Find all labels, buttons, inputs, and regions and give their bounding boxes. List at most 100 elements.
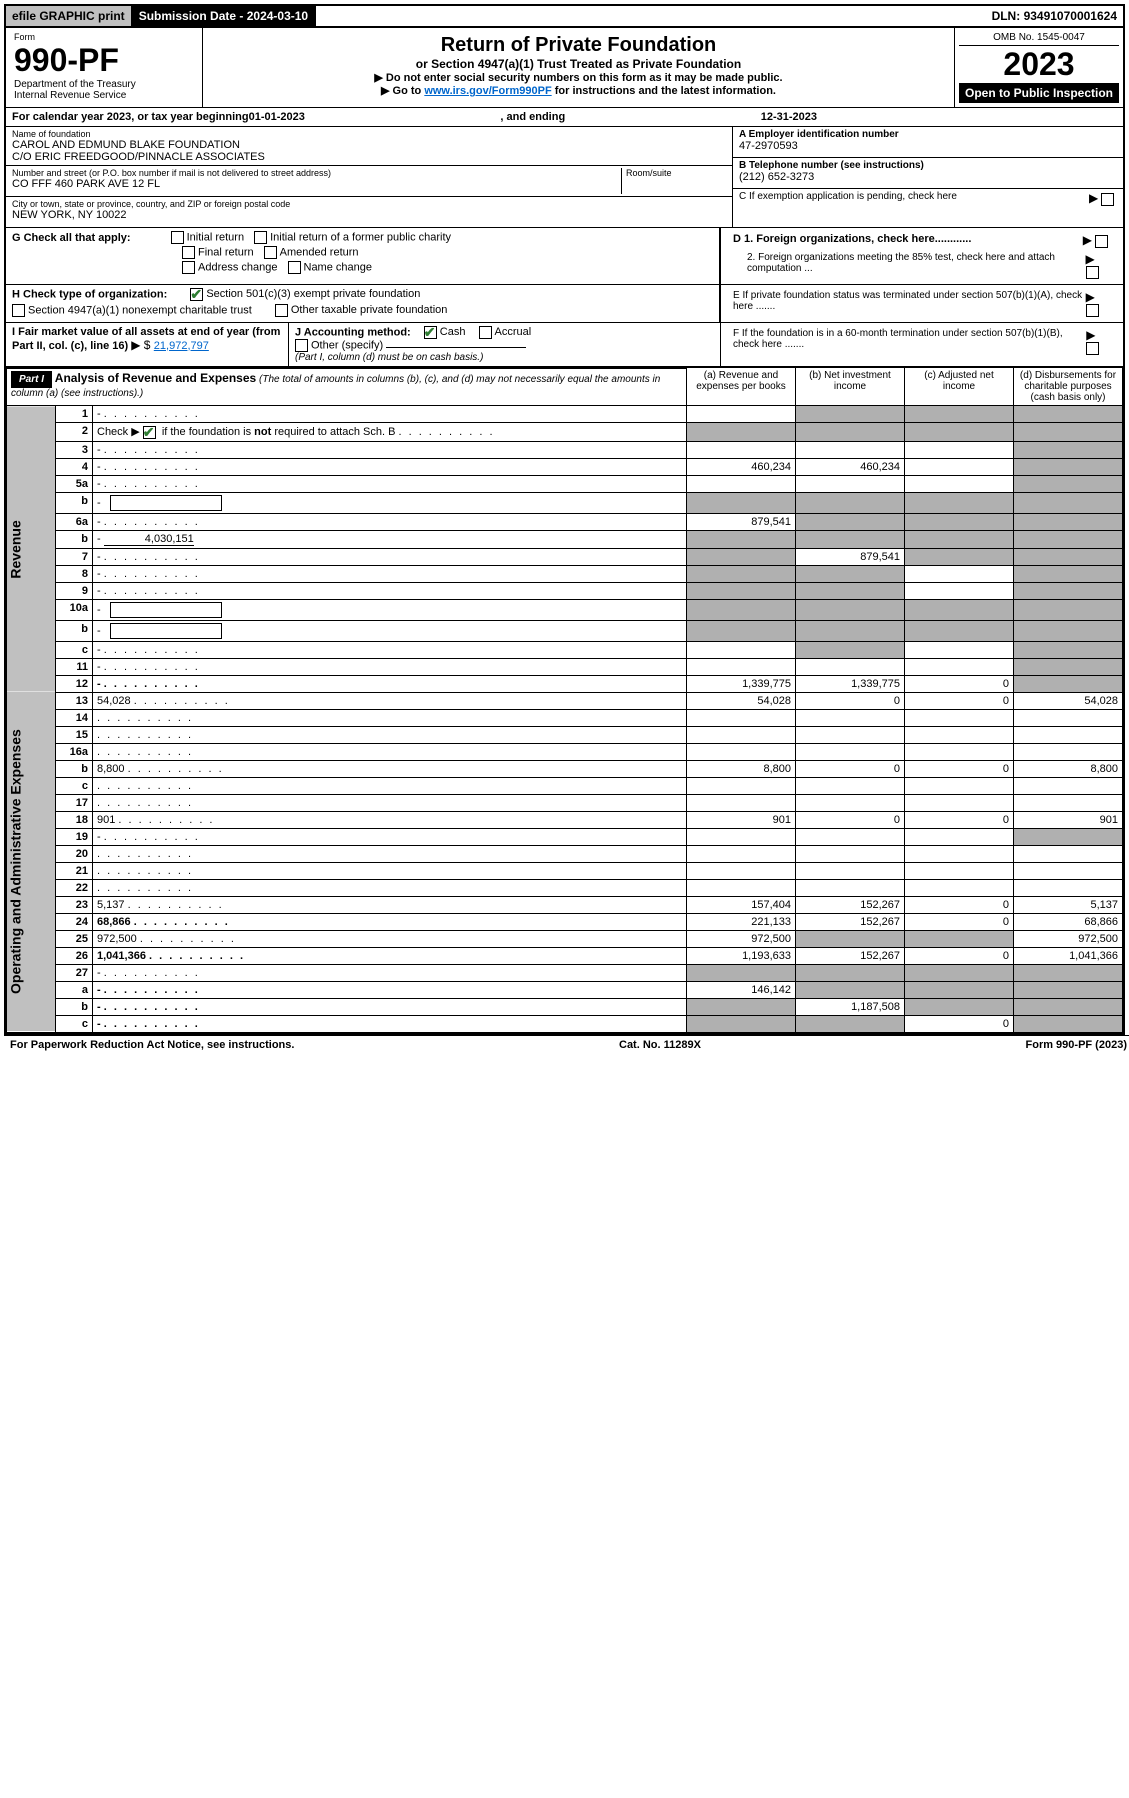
cell-d: 5,137 — [1014, 896, 1123, 913]
cell-c — [905, 658, 1014, 675]
paperwork-notice: For Paperwork Reduction Act Notice, see … — [10, 1039, 294, 1051]
cal-end: 12-31-2023 — [761, 111, 817, 123]
schb-checkbox[interactable] — [143, 426, 156, 439]
cell-d — [1014, 777, 1123, 794]
cell-c: 0 — [905, 760, 1014, 777]
h-501c3-cb[interactable] — [190, 288, 203, 301]
g-amended: Amended return — [280, 246, 359, 258]
cell-d — [1014, 1015, 1123, 1032]
j-section: J Accounting method: Cash Accrual Other … — [289, 323, 721, 366]
j-cash-cb[interactable] — [424, 326, 437, 339]
cell-d — [1014, 641, 1123, 658]
line-number: c — [56, 777, 93, 794]
cal-begin: 01-01-2023 — [249, 111, 305, 123]
cell-a — [687, 794, 796, 811]
cell-b: 1,339,775 — [796, 675, 905, 692]
line-description: 972,500 — [93, 930, 687, 947]
h-4947-cb[interactable] — [12, 304, 25, 317]
cell-b — [796, 582, 905, 599]
f-section: F If the foundation is in a 60-month ter… — [721, 323, 1123, 366]
cell-b: 152,267 — [796, 896, 905, 913]
table-row: 7- 879,541 — [7, 548, 1123, 565]
table-row: c- 0 — [7, 1015, 1123, 1032]
cell-b — [796, 794, 905, 811]
cell-c — [905, 565, 1014, 582]
cell-c — [905, 641, 1014, 658]
cell-a — [687, 423, 796, 442]
h-other-cb[interactable] — [275, 304, 288, 317]
line-number: 25 — [56, 930, 93, 947]
e-checkbox[interactable] — [1086, 304, 1099, 317]
j-other-cb[interactable] — [295, 339, 308, 352]
cell-a — [687, 492, 796, 513]
f-checkbox[interactable] — [1086, 342, 1099, 355]
cell-b — [796, 658, 905, 675]
g-initial-cb[interactable] — [171, 231, 184, 244]
g-final-cb[interactable] — [182, 246, 195, 259]
cell-a: 879,541 — [687, 513, 796, 530]
cell-d — [1014, 981, 1123, 998]
cell-d: 8,800 — [1014, 760, 1123, 777]
table-row: a- 146,142 — [7, 981, 1123, 998]
irs-link[interactable]: www.irs.gov/Form990PF — [424, 85, 551, 97]
efile-label[interactable]: efile GRAPHIC print — [6, 6, 133, 26]
cell-d — [1014, 726, 1123, 743]
cell-d: 972,500 — [1014, 930, 1123, 947]
cell-b — [796, 513, 905, 530]
line-number: 23 — [56, 896, 93, 913]
table-row: 261,041,366 1,193,633152,26701,041,366 — [7, 947, 1123, 964]
g-amended-cb[interactable] — [264, 246, 277, 259]
table-row: 235,137 157,404152,26705,137 — [7, 896, 1123, 913]
table-row: 18901 90100901 — [7, 811, 1123, 828]
table-row: b- — [7, 492, 1123, 513]
j-accrual: Accrual — [495, 326, 532, 338]
cell-c — [905, 475, 1014, 492]
table-row: 8- — [7, 565, 1123, 582]
cell-a: 460,234 — [687, 458, 796, 475]
cell-a: 221,133 — [687, 913, 796, 930]
g-addrchg-cb[interactable] — [182, 261, 195, 274]
line-description: - — [93, 565, 687, 582]
g-namechg-cb[interactable] — [288, 261, 301, 274]
line-description: - — [93, 599, 687, 620]
header-left: Form 990-PF Department of the Treasury I… — [6, 28, 203, 107]
open-public: Open to Public Inspection — [959, 83, 1119, 103]
line-description: - — [93, 998, 687, 1015]
d1-checkbox[interactable] — [1095, 235, 1108, 248]
cell-c — [905, 862, 1014, 879]
cell-d — [1014, 548, 1123, 565]
line-number: 2 — [56, 423, 93, 442]
d2-checkbox[interactable] — [1086, 266, 1099, 279]
cell-a — [687, 658, 796, 675]
cell-d — [1014, 475, 1123, 492]
form-subtitle: or Section 4947(a)(1) Trust Treated as P… — [209, 57, 948, 71]
submission-date: Submission Date - 2024-03-10 — [133, 6, 316, 26]
cell-d — [1014, 862, 1123, 879]
cell-b — [796, 828, 905, 845]
table-row: b- 4,030,151 — [7, 530, 1123, 548]
g-initial-former-cb[interactable] — [254, 231, 267, 244]
line-number: 21 — [56, 862, 93, 879]
c-checkbox[interactable] — [1101, 193, 1114, 206]
cell-c — [905, 743, 1014, 760]
line-number: 11 — [56, 658, 93, 675]
cell-b — [796, 565, 905, 582]
line-number: 26 — [56, 947, 93, 964]
arrow-icon: ▶ — [1086, 328, 1095, 342]
i-value[interactable]: 21,972,797 — [154, 340, 209, 352]
line-number: 19 — [56, 828, 93, 845]
cell-d — [1014, 879, 1123, 896]
j-accrual-cb[interactable] — [479, 326, 492, 339]
line-description — [93, 845, 687, 862]
line-description: - — [93, 1015, 687, 1032]
city-label: City or town, state or province, country… — [12, 199, 726, 209]
addr-label: Number and street (or P.O. box number if… — [12, 168, 621, 178]
line-number: a — [56, 981, 93, 998]
e-section: E If private foundation status was termi… — [720, 285, 1123, 322]
cell-b — [796, 726, 905, 743]
table-row: 19- — [7, 828, 1123, 845]
line-description: - — [93, 513, 687, 530]
line-number: b — [56, 492, 93, 513]
cell-d: 901 — [1014, 811, 1123, 828]
table-row: 9- — [7, 582, 1123, 599]
